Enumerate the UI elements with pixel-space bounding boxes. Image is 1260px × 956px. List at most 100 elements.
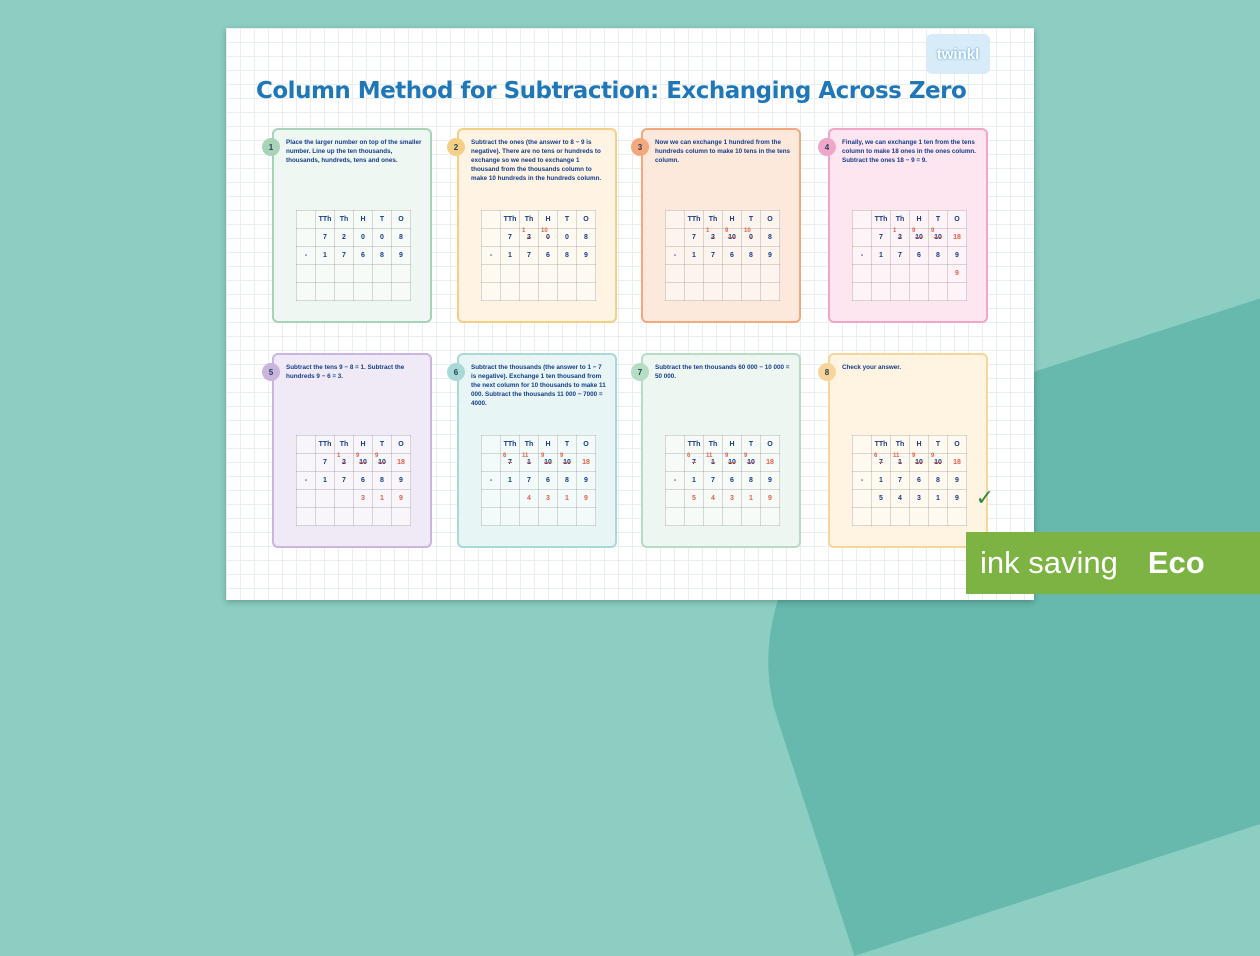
step-card-6: 6 Subtract the thousands (the answer to … <box>447 353 617 548</box>
crossed-digit: 2 <box>342 459 346 466</box>
digit-cell: 8 <box>557 246 577 265</box>
place-value-table: TTh Th H T O 7 2 0 0 8-1 7 6 8 9 <box>296 210 411 301</box>
new-digit: 1 <box>337 453 341 459</box>
new-digit: 10 <box>744 228 751 234</box>
exchanged-digit: 9 10 <box>928 228 948 247</box>
digit-cell: 1 <box>315 471 335 490</box>
digit-cell <box>372 264 392 283</box>
blank-cell <box>722 282 742 301</box>
blank-cell <box>722 507 742 526</box>
crossed-digit: 10 <box>934 459 942 466</box>
blank-cell <box>519 507 539 526</box>
digit-cell <box>481 210 501 229</box>
exchanged-digit: 9 10 <box>557 453 577 472</box>
badge-text: ink saving <box>980 545 1118 580</box>
step-card-8: 8 Check your answer. TTh Th H T O 6 7 11 1 9 10 9 10 1… <box>818 353 994 548</box>
minuend-row: 7 1 2 10 0 0 8 <box>481 228 596 247</box>
blank-row <box>852 282 967 301</box>
header-row: TTh Th H T O <box>852 435 967 454</box>
minuend-row: 6 7 11 1 9 10 9 10 18 <box>665 453 780 472</box>
step-number: 7 <box>631 363 649 381</box>
digit-cell <box>890 264 910 283</box>
new-digit: 9 <box>356 453 360 459</box>
blank-cell <box>852 507 872 526</box>
new-digit: 11 <box>893 453 900 459</box>
digit-cell <box>353 264 373 283</box>
new-digit: 9 <box>912 453 916 459</box>
digit-cell: 1 <box>871 246 891 265</box>
digit-cell <box>538 264 558 283</box>
blank-cell <box>703 282 723 301</box>
step-number: 2 <box>447 138 465 156</box>
digit-cell: TTh <box>315 210 335 229</box>
step-number: 6 <box>447 363 465 381</box>
digit-cell: - <box>296 246 316 265</box>
step-instructions: Place the larger number on top of the sm… <box>286 139 422 164</box>
exchanged-digit: 9 10 <box>909 453 929 472</box>
minuend-row: 7 1 2 9 10 9 10 18 <box>852 228 967 247</box>
digit-cell: 2 <box>334 228 354 247</box>
new-digit: 11 <box>706 453 713 459</box>
blank-cell <box>909 507 929 526</box>
crossed-digit: 0 <box>546 234 550 241</box>
digit-cell: T <box>741 435 761 454</box>
exchanged-digit: 9 10 <box>928 453 948 472</box>
new-digit: 9 <box>725 453 729 459</box>
digit-cell: 7 <box>315 228 335 247</box>
eco-label: Eco <box>1147 545 1205 580</box>
place-value-table: TTh Th H T O 6 7 11 1 9 10 9 10 18-1 7 6 8 9 4 3 1 9 <box>481 435 596 526</box>
blank-cell <box>315 507 335 526</box>
blank-cell <box>909 282 929 301</box>
blank-cell <box>852 282 872 301</box>
digit-cell: O <box>391 210 411 229</box>
step-card-4: 4 Finally, we can exchange 1 ten from th… <box>818 128 988 323</box>
header-row: TTh Th H T O <box>665 210 780 229</box>
crossed-digit: 10 <box>728 234 736 241</box>
digit-cell: Th <box>519 210 539 229</box>
digit-cell: 1 <box>372 489 392 508</box>
digit-cell: - <box>481 246 501 265</box>
digit-cell <box>852 210 872 229</box>
digit-cell <box>741 264 761 283</box>
digit-cell <box>665 210 685 229</box>
blank-cell <box>890 282 910 301</box>
blank-cell <box>741 282 761 301</box>
digit-cell: TTh <box>871 210 891 229</box>
digit-cell: 8 <box>928 246 948 265</box>
digit-cell <box>481 489 501 508</box>
crossed-digit: 10 <box>563 459 571 466</box>
digit-cell: 1 <box>500 246 520 265</box>
digit-cell: 1 <box>315 246 335 265</box>
digit-cell: 6 <box>909 246 929 265</box>
digit-cell <box>871 264 891 283</box>
digit-cell: 8 <box>391 228 411 247</box>
step-instructions: Subtract the ones (the answer to 8 − 9 i… <box>471 139 602 182</box>
digit-cell: 6 <box>353 246 373 265</box>
crossed-digit: 10 <box>728 459 736 466</box>
digit-cell: - <box>852 471 872 490</box>
digit-cell <box>334 489 354 508</box>
digit-cell <box>296 210 316 229</box>
digit-cell <box>665 435 685 454</box>
digit-cell <box>481 453 501 472</box>
digit-cell: 5 <box>871 489 891 508</box>
blank-cell <box>557 507 577 526</box>
digit-cell: 7 <box>315 453 335 472</box>
place-value-table: TTh Th H T O 7 1 2 9 10 9 10 18-1 7 6 8 9 9 <box>852 210 967 301</box>
exchanged-digit: 9 10 <box>741 453 761 472</box>
digit-cell <box>852 489 872 508</box>
digit-cell: - <box>481 471 501 490</box>
digit-cell: O <box>576 435 596 454</box>
crossed-digit: 10 <box>915 234 923 241</box>
digit-cell <box>703 264 723 283</box>
digit-cell: T <box>928 435 948 454</box>
digit-cell: 6 <box>538 246 558 265</box>
place-value-table: TTh Th H T O 6 7 11 1 9 10 9 10 18-1 7 6 8 9 5 4 3 1 9 <box>852 435 967 526</box>
digit-cell <box>519 264 539 283</box>
crossed-digit: 7 <box>692 459 696 466</box>
